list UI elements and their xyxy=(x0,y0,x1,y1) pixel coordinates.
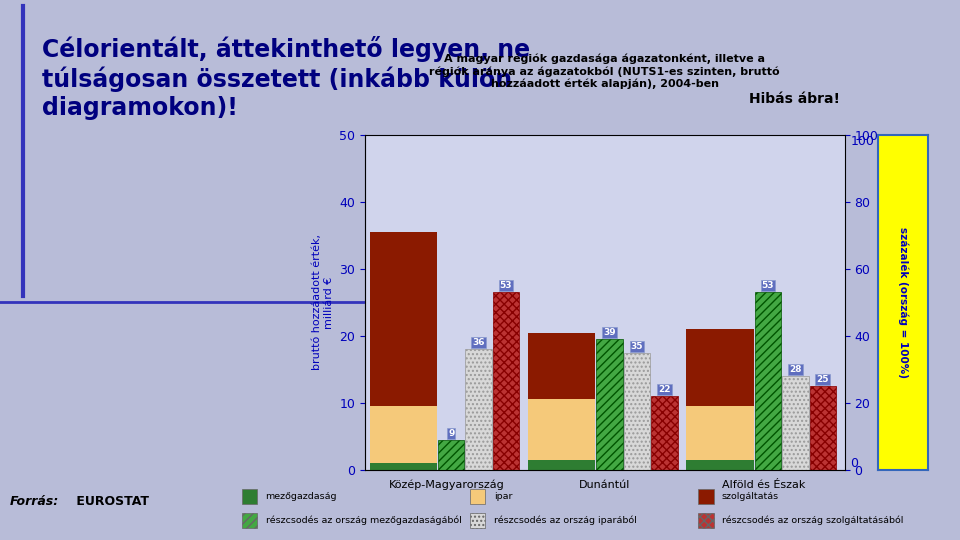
Text: 22: 22 xyxy=(658,385,671,394)
Text: részcsodés az ország mezőgazdaságából: részcsodés az ország mezőgazdaságából xyxy=(266,516,462,525)
Text: EUROSTAT: EUROSTAT xyxy=(72,495,149,508)
Text: 35: 35 xyxy=(631,342,643,350)
Text: Forrás:: Forrás: xyxy=(10,495,59,508)
Bar xyxy=(686,406,754,460)
Bar xyxy=(528,400,595,460)
Text: szolgáltatás: szolgáltatás xyxy=(722,492,779,501)
FancyBboxPatch shape xyxy=(242,489,257,504)
Text: 28: 28 xyxy=(789,365,802,374)
Text: részcsodés az ország szolgáltatásából: részcsodés az ország szolgáltatásából xyxy=(722,516,903,525)
FancyBboxPatch shape xyxy=(242,513,257,528)
Bar xyxy=(686,460,754,470)
Bar xyxy=(370,232,437,406)
FancyBboxPatch shape xyxy=(698,513,713,528)
Text: 100: 100 xyxy=(851,135,875,148)
Bar xyxy=(370,406,437,463)
Text: 39: 39 xyxy=(603,328,616,337)
Text: A magyar régiók gazdasága ágazatonként, illetve a
régiók aránya az ágazatokból (: A magyar régiók gazdasága ágazatonként, … xyxy=(429,54,780,89)
Bar xyxy=(686,329,754,406)
Text: Célorientált, áttekinthető legyen, ne
túlságosan összetett (inkább külön
diagram: Célorientált, áttekinthető legyen, ne tú… xyxy=(42,36,530,120)
Text: 0: 0 xyxy=(851,457,858,470)
FancyBboxPatch shape xyxy=(470,513,486,528)
Bar xyxy=(528,460,595,470)
Bar xyxy=(438,440,465,470)
Text: százalék (ország = 100%): százalék (ország = 100%) xyxy=(899,227,908,378)
Text: mezőgazdaság: mezőgazdaság xyxy=(266,492,337,501)
Bar xyxy=(492,292,519,470)
Bar xyxy=(528,333,595,400)
Bar xyxy=(782,376,808,470)
Text: 9: 9 xyxy=(448,429,454,437)
Text: 25: 25 xyxy=(816,375,829,384)
Bar xyxy=(651,396,678,470)
Bar xyxy=(624,353,650,470)
Bar xyxy=(466,349,492,470)
Bar xyxy=(596,339,623,470)
Bar xyxy=(370,463,437,470)
FancyBboxPatch shape xyxy=(698,489,713,504)
Bar xyxy=(755,292,781,470)
Text: 36: 36 xyxy=(472,338,485,347)
Bar xyxy=(809,386,836,470)
Text: részcsodés az ország iparából: részcsodés az ország iparából xyxy=(493,516,636,525)
Text: Hibás ábra!: Hibás ábra! xyxy=(749,92,840,106)
Y-axis label: bruttó hozzáadott érték,
milliárd €: bruttó hozzáadott érték, milliárd € xyxy=(312,234,333,370)
Text: 53: 53 xyxy=(499,281,513,291)
Text: ipar: ipar xyxy=(493,492,513,501)
FancyBboxPatch shape xyxy=(470,489,486,504)
Text: 53: 53 xyxy=(761,281,775,291)
